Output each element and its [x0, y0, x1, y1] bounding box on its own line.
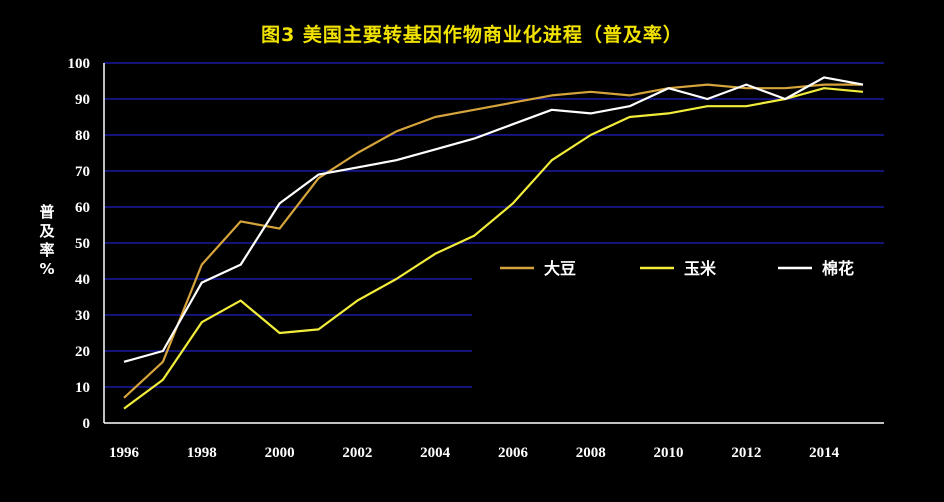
series-line [123, 87, 864, 410]
legend-label: 玉米 [684, 259, 717, 278]
legend: 大豆 玉米 棉花 [500, 259, 854, 278]
y-tick-label: 50 [75, 236, 90, 252]
x-tick-label: 2008 [576, 445, 606, 461]
y-tick-label: 70 [75, 164, 90, 180]
y-axis-label-char: 及 [39, 222, 55, 240]
legend-background [472, 248, 884, 428]
series-line [123, 76, 864, 363]
y-tick-label: 30 [75, 308, 90, 324]
x-tick-label: 1996 [109, 445, 140, 461]
y-tick-label: 40 [75, 272, 90, 288]
y-tick-label: 90 [75, 92, 90, 108]
x-tick-label: 2006 [498, 445, 529, 461]
x-tick-label: 2002 [342, 445, 372, 461]
y-tick-label: 80 [75, 128, 90, 144]
series-lines [123, 76, 864, 410]
y-tick-label: 10 [75, 380, 90, 396]
x-tick-label: 2000 [265, 445, 295, 461]
legend-label: 大豆 [544, 259, 576, 278]
y-axis-label: 普 及 率 % [37, 203, 57, 279]
y-tick-label: 100 [68, 56, 91, 72]
chart-title: 图3 美国主要转基因作物商业化进程（普及率） [261, 24, 683, 46]
x-tick-label: 2014 [809, 445, 840, 461]
y-tick-label: 0 [83, 416, 91, 432]
y-tick-label: 60 [75, 200, 90, 216]
y-axis-label-char: % [39, 260, 55, 278]
x-tick-label: 2010 [654, 445, 684, 461]
y-tick-label: 20 [75, 344, 90, 360]
x-tick-label: 2012 [731, 445, 761, 461]
legend-label: 棉花 [822, 259, 854, 278]
axes [103, 63, 884, 424]
y-axis-label-char: 率 [39, 241, 55, 259]
x-tick-label: 1998 [187, 445, 217, 461]
y-tick-labels: 0 10 20 30 40 50 60 70 80 90 100 [68, 56, 91, 432]
x-tick-label: 2004 [420, 445, 451, 461]
x-tick-labels: 1996 1998 2000 2002 2004 2006 2008 2010 2012 2014 [109, 445, 840, 461]
y-axis-label-char: 普 [39, 203, 55, 221]
